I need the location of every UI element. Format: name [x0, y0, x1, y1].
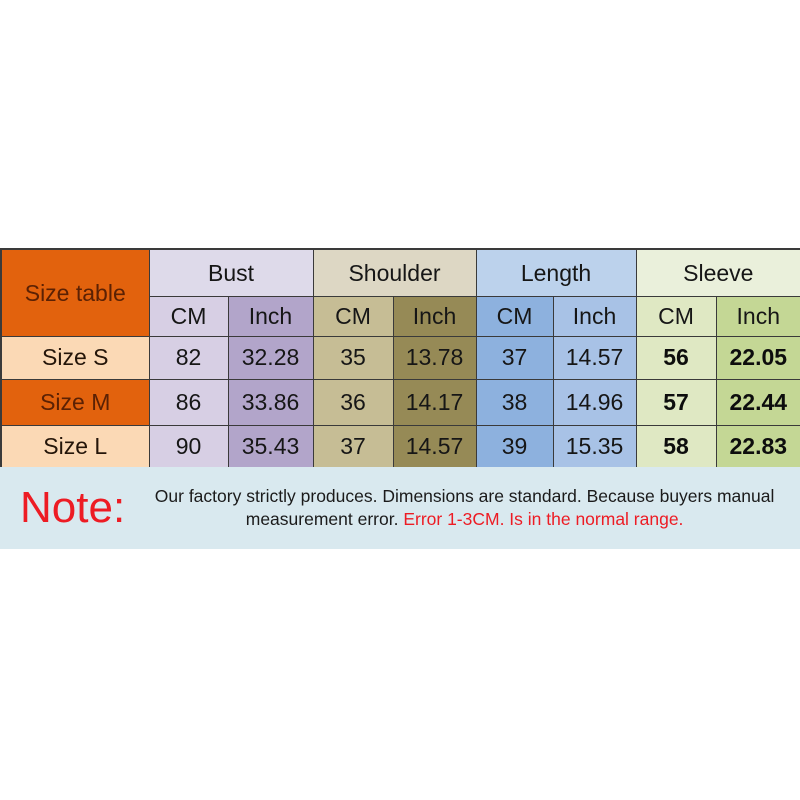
- table-cell: 33.86: [227, 378, 314, 426]
- note-line2-dark: measurement error.: [245, 509, 399, 529]
- column-group-sleeve: Sleeve: [635, 248, 800, 297]
- table-cell: 37: [312, 424, 394, 469]
- table-cell: 13.78: [392, 335, 477, 380]
- row-label: Size M: [0, 378, 150, 426]
- unit-header-bust-inch: Inch: [227, 295, 314, 337]
- table-cell: 14.57: [392, 424, 477, 469]
- unit-header-length-cm: CM: [475, 295, 554, 337]
- note-banner: Note: Our factory strictly produces. Dim…: [0, 467, 800, 549]
- table-row-size-m: Size M 86 33.86 36 14.17 38 14.96 57 22.…: [0, 378, 800, 426]
- column-group-shoulder: Shoulder: [312, 248, 477, 297]
- table-cell: 39: [475, 424, 554, 469]
- unit-header-sleeve-cm: CM: [635, 295, 717, 337]
- unit-header-row: CM Inch CM Inch CM Inch CM Inch: [1, 295, 800, 337]
- unit-header-shoulder-inch: Inch: [392, 295, 477, 337]
- unit-header-bust-cm: CM: [148, 295, 229, 337]
- table-cell: 38: [475, 378, 554, 426]
- table-cell: 15.35: [552, 424, 637, 469]
- table-cell: 14.96: [552, 378, 637, 426]
- size-table-corner-label: Size table: [0, 248, 150, 337]
- table-cell: 35.43: [227, 424, 314, 469]
- table-cell: 37: [475, 335, 554, 380]
- row-label: Size L: [0, 424, 150, 469]
- table-cell: 58: [635, 424, 717, 469]
- unit-header-shoulder-cm: CM: [312, 295, 394, 337]
- table-row-size-l: Size L 90 35.43 37 14.57 39 15.35 58 22.…: [0, 424, 800, 469]
- unit-header-sleeve-inch: Inch: [715, 295, 800, 337]
- table-cell: 22.44: [715, 378, 800, 426]
- column-group-bust: Bust: [148, 248, 314, 297]
- note-line1: Our factory strictly produces. Dimension…: [154, 486, 775, 506]
- size-table: Size table Bust Shoulder Length Sleeve C…: [0, 248, 800, 469]
- table-cell: 14.17: [392, 378, 477, 426]
- note-label: Note:: [20, 483, 126, 532]
- table-cell: 32.28: [227, 335, 314, 380]
- table-cell: 35: [312, 335, 394, 380]
- table-cell: 14.57: [552, 335, 637, 380]
- table-cell: 86: [148, 378, 229, 426]
- table-cell: 22.83: [715, 424, 800, 469]
- note-text: Our factory strictly produces. Dimension…: [125, 485, 800, 531]
- table-cell: 82: [148, 335, 229, 380]
- table-row-size-s: Size S 82 32.28 35 13.78 37 14.57 56 22.…: [0, 335, 800, 380]
- table-cell: 56: [635, 335, 717, 380]
- table-cell: 36: [312, 378, 394, 426]
- group-header-row: Size table Bust Shoulder Length Sleeve: [0, 248, 800, 337]
- table-cell: 22.05: [715, 335, 800, 380]
- row-label: Size S: [0, 335, 150, 380]
- unit-header-length-inch: Inch: [552, 295, 637, 337]
- table-cell: 57: [635, 378, 717, 426]
- column-group-length: Length: [475, 248, 637, 297]
- note-line2-red: Error 1-3CM. Is in the normal range.: [398, 509, 684, 529]
- table-cell: 90: [148, 424, 229, 469]
